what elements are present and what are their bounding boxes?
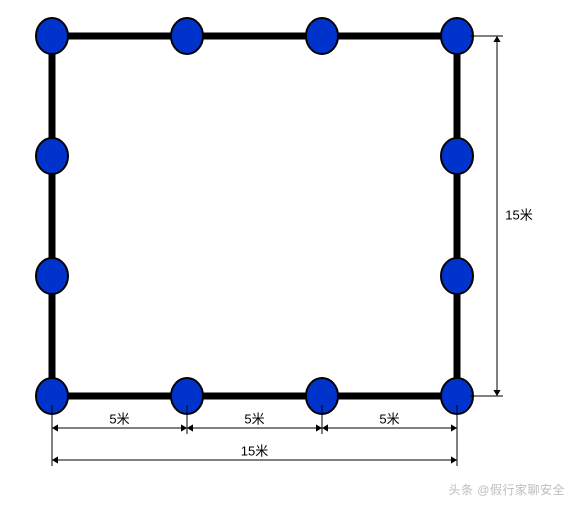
node-5 — [441, 138, 473, 174]
node-1 — [171, 18, 203, 54]
dim-arrow — [451, 456, 457, 463]
dim-arrow — [322, 424, 328, 431]
dim-label: 5米 — [244, 411, 264, 426]
dim-label: 15米 — [505, 207, 532, 222]
diagram-svg: 5米 5米 5米 15米 15米 — [0, 0, 575, 506]
dim-label: 15米 — [241, 443, 268, 458]
dim-arrow — [451, 424, 457, 431]
dim-arrow — [187, 424, 193, 431]
node-6 — [36, 258, 68, 294]
diagram-container: 5米 5米 5米 15米 15米 — [0, 0, 575, 506]
dim-arrow — [181, 424, 187, 431]
dim-arrow — [493, 390, 500, 396]
node-2 — [306, 18, 338, 54]
dim-arrow — [316, 424, 322, 431]
node-4 — [36, 138, 68, 174]
node-3 — [441, 18, 473, 54]
node-7 — [441, 258, 473, 294]
frame-rect — [52, 36, 457, 396]
dim-label: 5米 — [379, 411, 399, 426]
dim-label: 5米 — [109, 411, 129, 426]
dim-arrow — [52, 456, 58, 463]
node-0 — [36, 18, 68, 54]
watermark-text: 头条 @假行家聊安全 — [448, 481, 565, 498]
dim-arrow — [493, 36, 500, 42]
dim-arrow — [52, 424, 58, 431]
